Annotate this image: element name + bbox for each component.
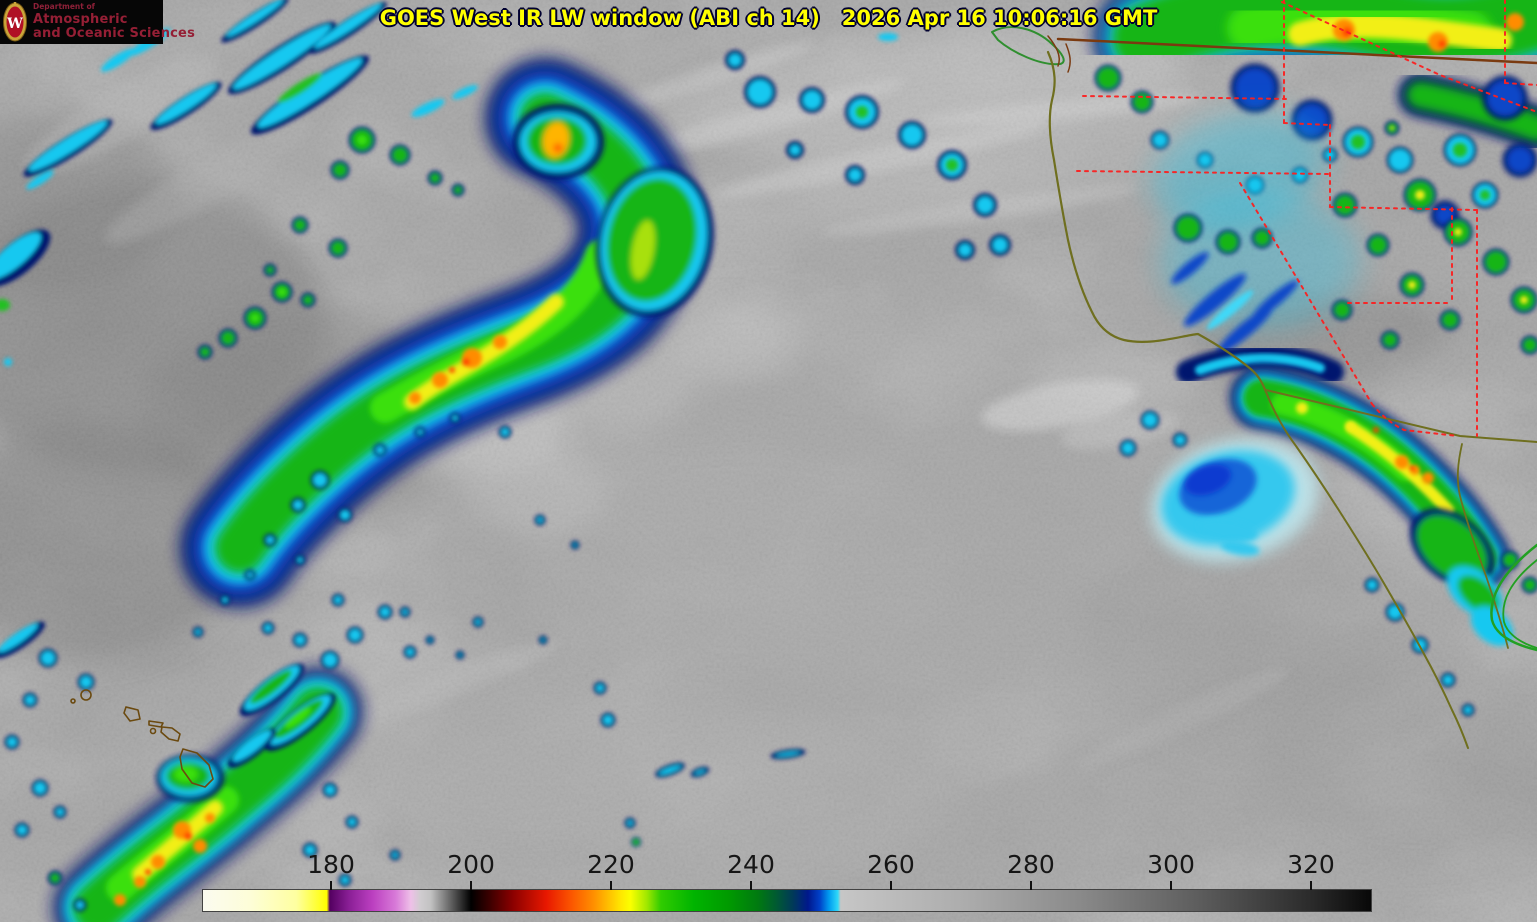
colorbar-tick — [330, 881, 332, 890]
storm-northwest-cores — [1333, 13, 1524, 52]
hawaii-island-outlines — [70, 689, 214, 788]
colorbar-tick — [1170, 881, 1173, 890]
colorbar-label-180: 180 — [307, 850, 355, 879]
crest-letter: W — [6, 16, 23, 32]
storm-tropical-hawaii — [4, 593, 417, 922]
us-mexico-border — [1265, 389, 1537, 443]
colorbar-tick — [889, 881, 892, 890]
colorbar-gradient — [203, 890, 1371, 911]
colorbar-label-240: 240 — [727, 850, 775, 879]
tropical-cores — [114, 813, 215, 906]
us-canada-border — [1056, 37, 1537, 65]
colorbar-label-260: 260 — [867, 850, 915, 879]
us-west-coastline — [1046, 50, 1268, 394]
map-boundaries — [70, 0, 1537, 788]
logo-line-atmospheric: Atmospheric — [33, 11, 128, 27]
colorbar-tick — [1029, 881, 1032, 890]
storm-baja-cores — [1296, 402, 1434, 484]
baja-pacific-coastline — [1265, 391, 1469, 749]
colorbar-label-280: 280 — [1007, 850, 1055, 879]
logo-line-oceanic: and Oceanic Sciences — [33, 25, 196, 41]
colorbar-tick — [1309, 881, 1312, 890]
blue-cloud-patch — [1151, 438, 1319, 562]
storm-cyan-fan — [1151, 111, 1360, 354]
frontal-band-cores — [409, 335, 507, 404]
state-borders — [1076, 0, 1537, 437]
logo-text: Department of Atmospheric and Oceanic Sc… — [33, 3, 195, 41]
colorbar-tick — [470, 881, 473, 890]
colorbar-label-320: 320 — [1287, 850, 1335, 879]
uw-aos-logo: W Department of Atmospheric and Oceanic … — [0, 0, 195, 44]
storm-jet-streaks-topleft — [0, 0, 898, 659]
colorbar-label-300: 300 — [1147, 850, 1195, 879]
temperature-colorbar: 180 200 220 240 260 280 300 320 — [203, 850, 1371, 912]
frontal-band-fragments — [192, 412, 806, 829]
colorbar-label-220: 220 — [587, 850, 635, 879]
uw-crest-icon: W — [3, 2, 27, 42]
storm-frontal-band — [180, 50, 1011, 847]
image-title: GOES West IR LW window (ABI ch 14) 2026 … — [379, 6, 1158, 30]
logo-department-prefix: Department of — [33, 2, 95, 11]
storm-northwest-us — [1093, 0, 1537, 355]
frontal-band-head — [512, 104, 714, 318]
tropical-arm-streaks — [227, 663, 336, 768]
baja-gulf-coastline — [1456, 443, 1509, 649]
mexico-coastline — [1490, 543, 1537, 652]
colorbar-label-200: 200 — [447, 850, 495, 879]
colorbar-tick — [609, 881, 612, 890]
colorbar-tick — [750, 881, 753, 890]
vancouver-island-outline — [991, 26, 1065, 66]
